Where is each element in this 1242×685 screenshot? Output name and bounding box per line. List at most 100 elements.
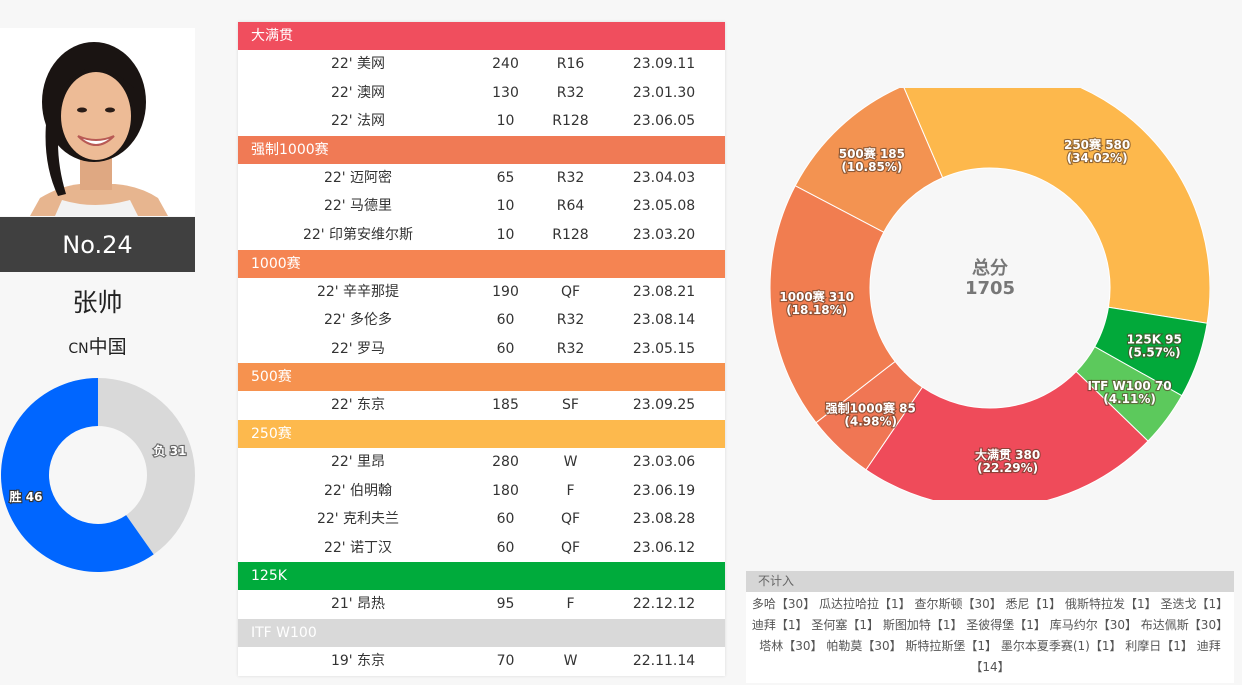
player-name: 张帅 <box>72 288 123 317</box>
slice-percent: (5.57%) <box>1128 345 1181 359</box>
event-date: 23.08.14 <box>632 312 696 329</box>
loss-segment[interactable] <box>98 378 195 555</box>
donut-slice[interactable] <box>865 370 1149 500</box>
event-name: 22' 迈阿密 <box>323 169 393 186</box>
event-round: R16 <box>556 56 585 72</box>
event-name: 22' 澳网 <box>330 84 386 101</box>
rank-badge: No.24 <box>0 217 195 272</box>
event-date: 23.08.28 <box>632 511 696 528</box>
event-points: 65 <box>496 169 515 186</box>
table-row: 22' 东京 185 SF 23.09.25 <box>238 391 725 420</box>
total-value: 1705 <box>965 278 1015 299</box>
event-round: F <box>566 482 575 499</box>
donut-slice[interactable] <box>1075 346 1183 442</box>
event-points: 60 <box>496 511 515 528</box>
event-round: R64 <box>556 198 585 215</box>
event-round: R32 <box>556 340 585 357</box>
event-name: 21' 昂热 <box>330 596 386 613</box>
event-points: 280 <box>492 453 519 470</box>
event-name: 22' 辛辛那提 <box>316 283 400 300</box>
slice-percent: (18.18%) <box>786 303 847 317</box>
slice-label: 大满贯 380 <box>975 447 1040 462</box>
event-points: 240 <box>492 56 519 72</box>
slice-percent: (22.29%) <box>977 461 1038 475</box>
event-points: 60 <box>496 340 515 357</box>
event-date: 22.12.12 <box>632 596 696 613</box>
slice-percent: (4.11%) <box>1103 392 1156 406</box>
slice-label: 250赛 580 <box>1064 137 1130 152</box>
event-points: 60 <box>496 539 515 556</box>
event-name: 19' 东京 <box>330 652 386 669</box>
slice-label: 1000赛 310 <box>779 289 854 304</box>
donut-slice[interactable] <box>903 88 1210 324</box>
event-date: 23.04.03 <box>632 169 696 186</box>
category-header: 大满贯 <box>238 22 725 50</box>
event-date: 23.09.11 <box>632 56 696 72</box>
slice-percent: (4.98%) <box>844 415 897 429</box>
event-points: 10 <box>496 226 515 243</box>
event-round: QF <box>560 539 581 556</box>
event-points: 130 <box>492 84 519 101</box>
country-code: CN <box>68 341 89 357</box>
slice-label: ITF W100 70 <box>1087 379 1171 393</box>
event-name: 22' 伯明翰 <box>323 482 393 499</box>
event-points: 180 <box>492 482 519 499</box>
event-round: R128 <box>552 113 589 130</box>
not-counted-list: 多哈【30】 瓜达拉哈拉【1】 查尔斯顿【30】 悉尼【1】 俄斯特拉发【1】 … <box>751 597 1229 674</box>
table-row: 22' 迈阿密 65 R32 23.04.03 <box>238 164 725 193</box>
slice-percent: (10.85%) <box>841 160 902 174</box>
event-round: R32 <box>556 84 585 101</box>
event-round: R32 <box>556 312 585 329</box>
event-date: 22.11.14 <box>632 652 696 669</box>
total-title: 总分 <box>972 257 1008 279</box>
player-profile: No.24 张帅 CN中国 负 31 胜 46 <box>0 0 195 685</box>
event-date: 23.06.19 <box>632 482 696 499</box>
donut-slice[interactable] <box>794 88 944 233</box>
loss-label: 负 31 <box>154 443 187 458</box>
event-name: 22' 多伦多 <box>323 312 393 329</box>
event-round: QF <box>560 283 581 300</box>
not-counted-panel: 不计入 多哈【30】 瓜达拉哈拉【1】 查尔斯顿【30】 悉尼【1】 俄斯特拉发… <box>746 571 1234 683</box>
event-round: W <box>563 453 578 470</box>
event-name: 22' 东京 <box>330 397 386 414</box>
category-header: 125K <box>238 562 725 591</box>
player-photo <box>0 28 195 216</box>
win-segment[interactable] <box>0 378 154 572</box>
table-row: 22' 多伦多 60 R32 23.08.14 <box>238 306 725 335</box>
category-header: 500赛 <box>238 363 725 392</box>
event-date: 23.05.15 <box>632 340 696 357</box>
event-round: W <box>563 652 578 669</box>
event-points: 185 <box>492 397 519 414</box>
table-row: 22' 罗马 60 R32 23.05.15 <box>238 335 725 364</box>
event-name: 22' 美网 <box>330 56 386 72</box>
event-round: SF <box>562 397 579 414</box>
table-row: 22' 里昂 280 W 23.03.06 <box>238 448 725 477</box>
event-round: QF <box>560 511 581 528</box>
event-points: 70 <box>496 652 515 669</box>
table-row: 22' 印第安维尔斯 10 R128 23.03.20 <box>238 221 725 250</box>
table-row: 22' 马德里 10 R64 23.05.08 <box>238 192 725 221</box>
player-country: CN中国 <box>0 332 195 359</box>
slice-percent: (34.02%) <box>1067 151 1128 165</box>
country-name: 中国 <box>88 336 127 358</box>
table-row: 22' 克利夫兰 60 QF 23.08.28 <box>238 505 725 534</box>
event-date: 23.05.08 <box>632 198 696 215</box>
event-date: 23.03.20 <box>632 226 696 243</box>
event-name: 22' 法网 <box>330 113 386 130</box>
table-row: 22' 伯明翰 180 F 23.06.19 <box>238 477 725 506</box>
not-counted-title: 不计入 <box>746 571 1234 592</box>
table-row: 22' 法网 10 R128 23.06.05 <box>238 107 725 136</box>
event-points: 10 <box>496 113 515 130</box>
table-row: 22' 澳网 130 R32 23.01.30 <box>238 79 725 108</box>
table-row: 21' 昂热 95 F 22.12.12 <box>238 590 725 619</box>
donut-slice[interactable] <box>770 185 896 424</box>
event-date: 23.03.06 <box>632 453 696 470</box>
win-label: 胜 46 <box>10 489 43 504</box>
event-name: 22' 罗马 <box>330 340 386 357</box>
event-name: 22' 印第安维尔斯 <box>302 226 414 243</box>
event-points: 10 <box>496 198 515 215</box>
category-header: 250赛 <box>238 419 725 448</box>
points-donut-chart: 大满贯 380(22.29%) 强制1000赛 85(4.98%) 1000赛 31… <box>770 88 1210 500</box>
event-points: 190 <box>492 283 519 300</box>
event-name: 22' 里昂 <box>330 453 386 470</box>
